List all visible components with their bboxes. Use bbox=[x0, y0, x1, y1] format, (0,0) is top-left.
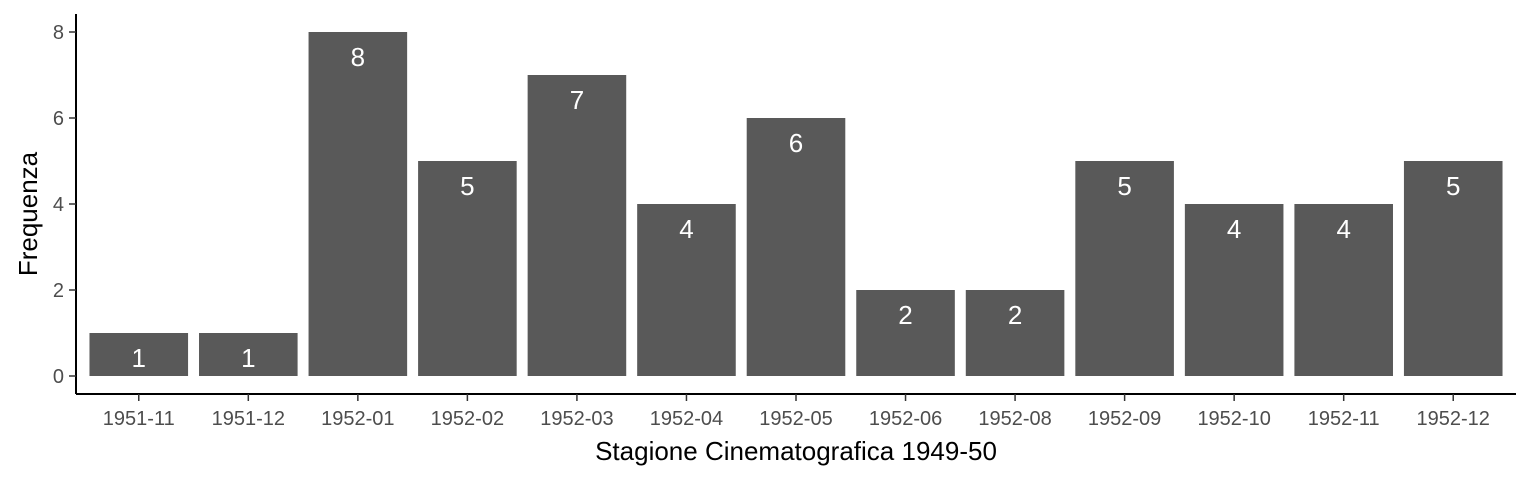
bar-1951-11 bbox=[89, 333, 189, 376]
bar-value-label: 1 bbox=[132, 343, 146, 373]
bar-value-label: 5 bbox=[1446, 171, 1460, 201]
y-tick-label: 2 bbox=[53, 280, 64, 302]
bars-layer bbox=[89, 32, 1503, 376]
bar-value-label: 2 bbox=[1008, 300, 1022, 330]
bar-value-label: 6 bbox=[789, 128, 803, 158]
x-axis-title: Stagione Cinematografica 1949-50 bbox=[595, 436, 997, 466]
x-tick-label: 1952-05 bbox=[759, 408, 832, 430]
y-tick-label: 4 bbox=[53, 194, 64, 216]
x-tick-label: 1952-04 bbox=[650, 408, 723, 430]
bar-1952-02 bbox=[418, 161, 517, 376]
bar-1952-10 bbox=[1184, 204, 1284, 376]
x-tick-label: 1952-06 bbox=[869, 408, 942, 430]
bar-value-label: 2 bbox=[898, 300, 912, 330]
bar-value-label: 5 bbox=[1117, 171, 1131, 201]
bar-1952-04 bbox=[637, 204, 736, 376]
bar-1952-03 bbox=[527, 75, 627, 376]
x-tick-label: 1952-10 bbox=[1197, 408, 1270, 430]
bar-1952-11 bbox=[1294, 204, 1393, 376]
bar-value-label: 4 bbox=[1227, 214, 1241, 244]
bar-value-label: 8 bbox=[351, 42, 365, 72]
bar-1952-08 bbox=[965, 290, 1065, 376]
bar-value-label: 4 bbox=[679, 214, 693, 244]
y-axis-title: Frequenza bbox=[13, 151, 43, 276]
bar-1952-06 bbox=[856, 290, 955, 376]
bar-1952-12 bbox=[1403, 161, 1503, 376]
y-axis-ticks: 0 2 4 6 8 bbox=[53, 22, 76, 388]
x-tick-label: 1952-08 bbox=[978, 408, 1051, 430]
bar-value-label: 1 bbox=[241, 343, 255, 373]
y-tick-label: 6 bbox=[53, 108, 64, 130]
x-tick-label: 1951-12 bbox=[212, 408, 285, 430]
bar-value-label: 4 bbox=[1336, 214, 1350, 244]
bar-1951-12 bbox=[199, 333, 298, 376]
y-tick-label: 8 bbox=[53, 22, 64, 44]
x-tick-label: 1952-02 bbox=[431, 408, 504, 430]
x-axis-ticks: 1951-11 1951-12 1952-01 1952-02 1952-03 1952-… bbox=[103, 394, 1490, 430]
x-tick-label: 1952-12 bbox=[1417, 408, 1490, 430]
x-tick-label: 1951-11 bbox=[103, 408, 175, 430]
y-tick-label: 0 bbox=[53, 366, 64, 388]
x-tick-label: 1952-11 bbox=[1308, 408, 1380, 430]
bar-1952-05 bbox=[746, 118, 846, 376]
x-tick-label: 1952-01 bbox=[321, 408, 394, 430]
x-tick-label: 1952-09 bbox=[1088, 408, 1161, 430]
bar-value-label: 5 bbox=[460, 171, 474, 201]
x-tick-label: 1952-03 bbox=[540, 408, 613, 430]
bar-1952-01 bbox=[308, 32, 408, 376]
bar-value-label: 7 bbox=[570, 85, 584, 115]
bar-1952-09 bbox=[1075, 161, 1174, 376]
